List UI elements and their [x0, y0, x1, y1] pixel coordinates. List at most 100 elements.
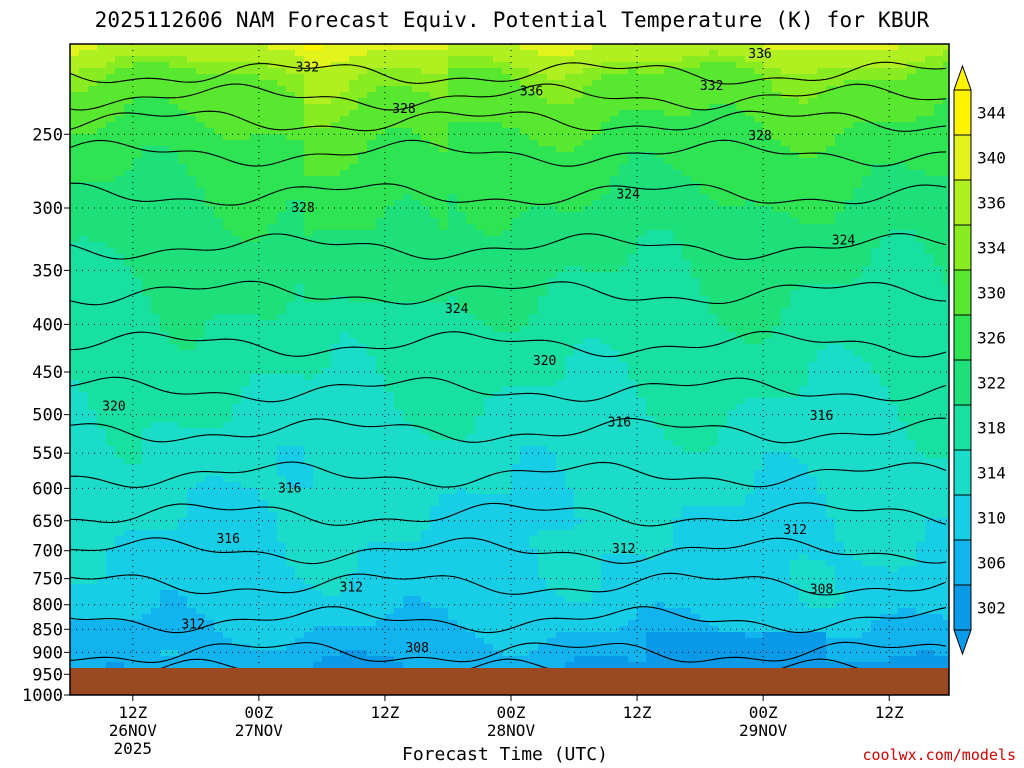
field-cell [340, 68, 350, 75]
field-cell [466, 182, 476, 189]
field-cell [565, 272, 575, 279]
field-cell [601, 248, 611, 255]
field-cell [277, 344, 287, 351]
field-cell [277, 236, 287, 243]
field-cell [574, 344, 584, 351]
field-cell [268, 230, 278, 237]
field-cell [466, 284, 476, 291]
field-cell [430, 152, 440, 159]
field-cell [331, 230, 341, 237]
field-cell [322, 236, 332, 243]
field-cell [646, 92, 656, 99]
field-cell [799, 206, 809, 213]
field-cell [169, 152, 179, 159]
field-cell [529, 104, 539, 111]
field-cell [925, 236, 935, 243]
field-cell [394, 326, 404, 333]
field-cell [646, 248, 656, 255]
field-cell [439, 92, 449, 99]
field-cell [187, 200, 197, 207]
field-cell [781, 56, 791, 63]
field-cell [637, 158, 647, 165]
field-cell [322, 134, 332, 141]
field-cell [295, 44, 305, 51]
field-cell [871, 50, 881, 57]
field-cell [106, 158, 116, 165]
field-cell [538, 134, 548, 141]
field-cell [385, 266, 395, 273]
field-cell [763, 146, 773, 153]
field-cell [115, 188, 125, 195]
field-cell [520, 266, 530, 273]
field-cell [862, 80, 872, 87]
field-cell [286, 212, 296, 219]
field-cell [349, 74, 359, 81]
field-cell [943, 278, 949, 285]
field-cell [502, 278, 512, 285]
field-cell [934, 272, 944, 279]
field-cell [484, 332, 494, 339]
field-cell [520, 122, 530, 129]
field-cell [403, 188, 413, 195]
field-cell [439, 278, 449, 285]
field-cell [439, 260, 449, 267]
field-cell [376, 92, 386, 99]
field-cell [187, 338, 197, 345]
field-cell [376, 254, 386, 261]
field-cell [241, 164, 251, 171]
field-cell [727, 230, 737, 237]
field-cell [259, 302, 269, 309]
field-cell [160, 308, 170, 315]
field-cell [709, 134, 719, 141]
field-cell [853, 320, 863, 327]
field-cell [520, 290, 530, 297]
field-cell [331, 278, 341, 285]
field-cell [736, 110, 746, 117]
field-cell [367, 134, 377, 141]
field-cell [844, 116, 854, 123]
field-cell [691, 200, 701, 207]
field-cell [925, 158, 935, 165]
field-cell [115, 206, 125, 213]
field-cell [367, 344, 377, 351]
field-cell [592, 68, 602, 75]
field-cell [565, 344, 575, 351]
field-cell [412, 134, 422, 141]
field-cell [664, 116, 674, 123]
field-cell [124, 200, 134, 207]
field-cell [664, 110, 674, 117]
field-cell [124, 182, 134, 189]
temperature-field [70, 44, 949, 669]
field-cell [790, 98, 800, 105]
field-cell [457, 194, 467, 201]
field-cell [250, 134, 260, 141]
field-cell [304, 116, 314, 123]
field-cell [349, 308, 359, 315]
field-cell [565, 170, 575, 177]
field-cell [430, 308, 440, 315]
field-cell [340, 140, 350, 147]
field-cell [862, 98, 872, 105]
field-cell [241, 110, 251, 117]
field-cell [610, 140, 620, 147]
field-cell [709, 254, 719, 261]
field-cell [88, 242, 98, 249]
field-cell [214, 200, 224, 207]
field-cell [646, 260, 656, 267]
field-cell [349, 128, 359, 135]
field-cell [835, 56, 845, 63]
field-cell [223, 140, 233, 147]
field-cell [466, 236, 476, 243]
field-cell [313, 134, 323, 141]
field-cell [421, 308, 431, 315]
field-cell [862, 116, 872, 123]
field-cell [439, 218, 449, 225]
field-cell [331, 152, 341, 159]
field-cell [313, 278, 323, 285]
field-cell [709, 302, 719, 309]
field-cell [277, 200, 287, 207]
field-cell [205, 50, 215, 57]
field-cell [709, 296, 719, 303]
field-cell [205, 236, 215, 243]
field-cell [745, 230, 755, 237]
